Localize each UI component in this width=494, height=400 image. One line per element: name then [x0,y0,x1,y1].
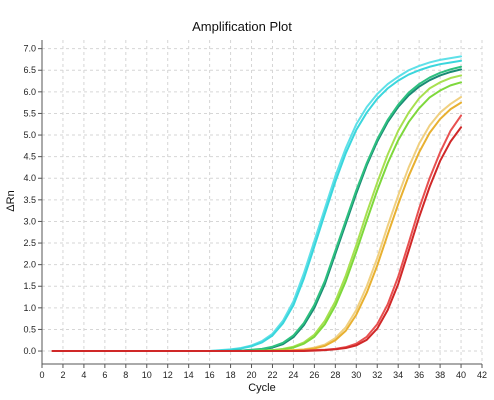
x-axis-label: Cycle [248,382,276,394]
x-tick-label-10: 20 [247,370,257,380]
x-tick-label-12: 24 [288,370,298,380]
chart-title: Amplification Plot [192,19,292,34]
y-tick-label-12: 6.0 [23,87,36,97]
y-tick-label-5: 2.5 [23,238,36,248]
x-tick-label-13: 26 [309,370,319,380]
y-tick-label-0: 0.0 [23,346,36,356]
x-tick-label-20: 40 [456,370,466,380]
x-tick-label-8: 16 [205,370,215,380]
x-axis-ticks: 0 2 4 6 8 10 12 14 16 18 20 22 24 26 28 30 32 34 36 38 40 42 [39,364,487,380]
y-tick-label-1: 0.5 [23,324,36,334]
y-axis-label: ΔRn [5,190,17,211]
y-tick-label-3: 1.5 [23,281,36,291]
x-tick-label-0: 0 [39,370,44,380]
x-tick-label-14: 28 [330,370,340,380]
x-tick-label-9: 18 [226,370,236,380]
x-tick-label-19: 38 [435,370,445,380]
y-tick-label-8: 4.0 [23,173,36,183]
y-tick-label-11: 5.5 [23,108,36,118]
y-tick-label-14: 7.0 [23,44,36,54]
y-axis-ticks: 0.0 0.5 1.0 1.5 2.0 2.5 3.0 3.5 4.0 4.5 5.0 5.5 6.0 6… [23,44,42,356]
x-tick-label-2: 4 [81,370,86,380]
x-tick-label-1: 2 [60,370,65,380]
series-line-9 [51,126,463,353]
y-tick-label-2: 1.0 [23,303,36,313]
x-tick-label-17: 34 [393,370,403,380]
axes [41,40,482,365]
y-tick-label-7: 3.5 [23,195,36,205]
x-tick-label-18: 36 [414,370,424,380]
y-tick-label-9: 4.5 [23,152,36,162]
grid-lines [42,40,483,364]
y-tick-label-4: 2.0 [23,260,36,270]
x-tick-label-6: 12 [163,370,173,380]
y-tick-label-6: 3.0 [23,216,36,226]
x-tick-label-15: 30 [351,370,361,380]
x-tick-label-3: 6 [102,370,107,380]
x-tick-label-11: 22 [267,370,277,380]
x-tick-label-21: 42 [477,370,487,380]
series-lines [51,55,463,353]
x-tick-label-7: 14 [184,370,194,380]
x-tick-label-5: 10 [142,370,152,380]
x-tick-label-16: 32 [372,370,382,380]
x-tick-label-4: 8 [123,370,128,380]
y-tick-label-13: 6.5 [23,65,36,75]
y-tick-label-10: 5.0 [23,130,36,140]
